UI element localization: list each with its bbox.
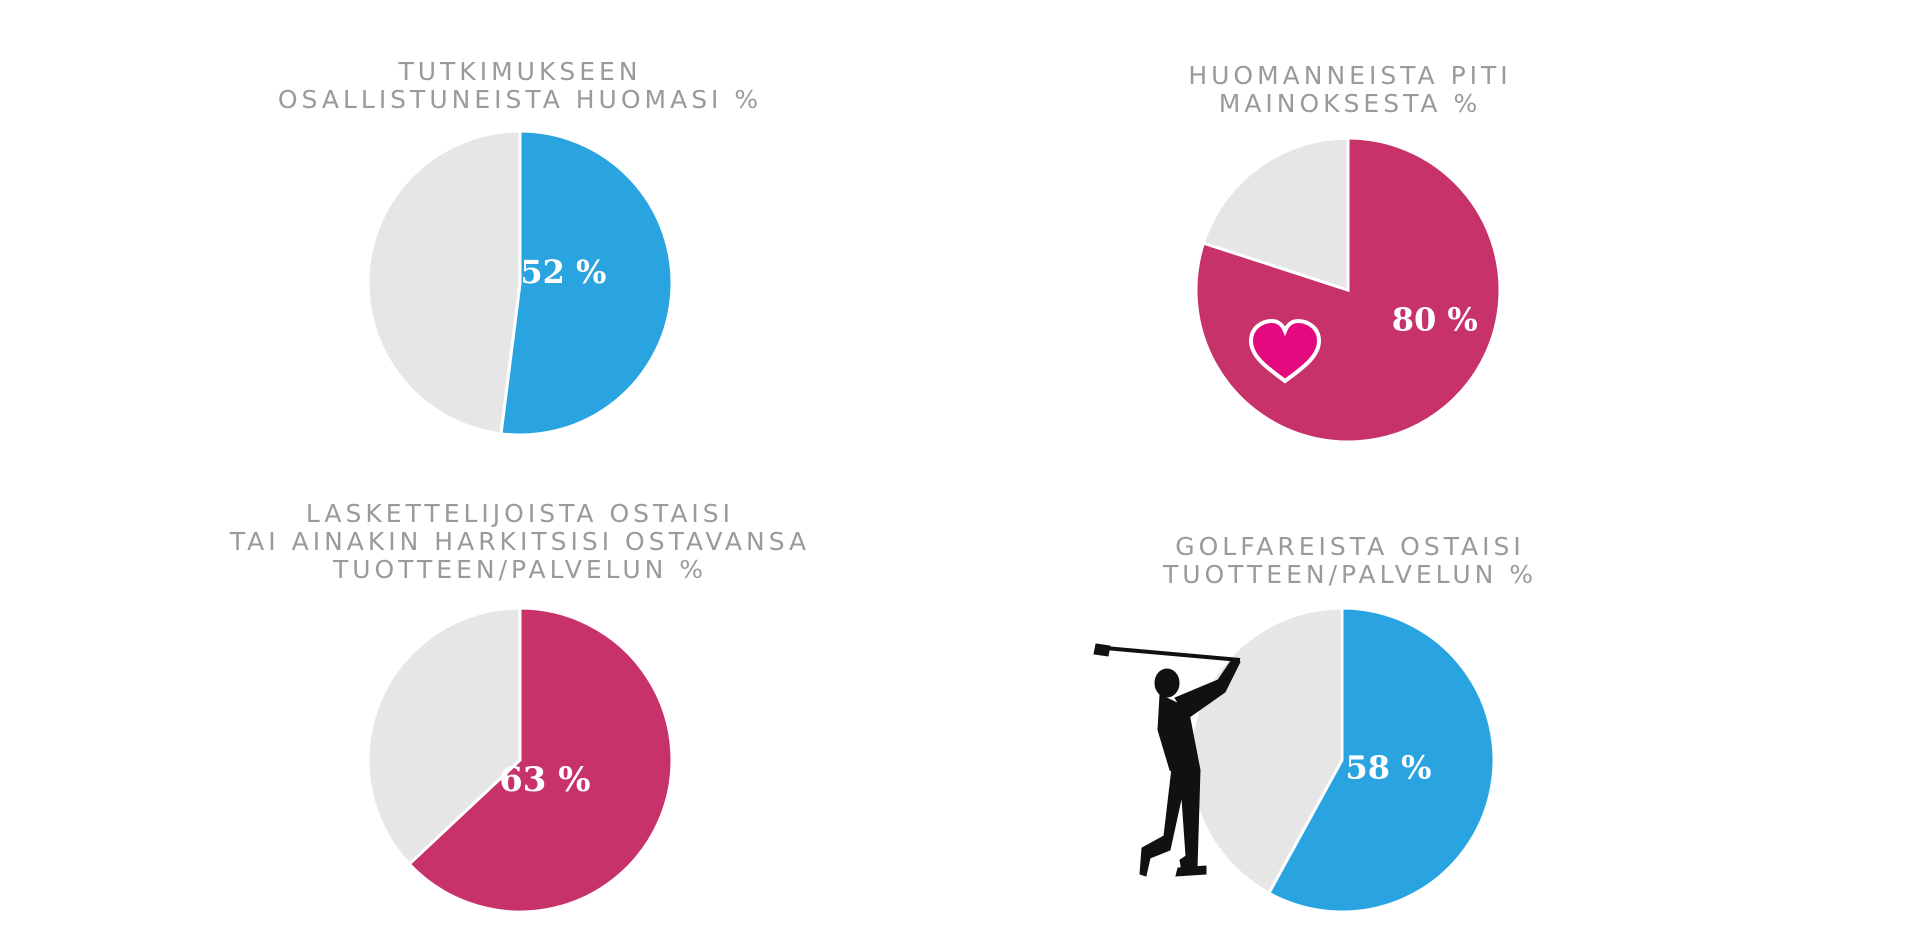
- chart-1-slice-1: [499, 129, 674, 437]
- chart-3-pie: 63 %: [366, 606, 674, 914]
- chart-4-slice-1: [1266, 606, 1496, 914]
- chart-2-title-line-2: MAINOKSESTA %: [1218, 89, 1482, 118]
- chart-3-title-line-2: TAI AINAKIN HARKITSISI OSTAVANSA: [229, 527, 811, 556]
- golfer-icon: [1093, 643, 1241, 877]
- chart-1-title-line-2: OSALLISTUNEISTA HUOMASI %: [277, 85, 763, 114]
- chart-3-pct-label: 63 %: [499, 760, 590, 800]
- chart-2-pct-label: 80 %: [1392, 300, 1478, 338]
- chart-4-pct-label: 58 %: [1345, 749, 1431, 787]
- heart-icon: [1248, 318, 1322, 384]
- chart-1-slice-2: [366, 129, 522, 436]
- chart-4-title-line-1: GOLFAREISTA OSTAISI: [1175, 532, 1525, 561]
- chart-1-title: TUTKIMUKSEEN OSALLISTUNEISTA HUOMASI %: [270, 58, 770, 114]
- chart-3-slice-1: [407, 606, 674, 914]
- chart-4-title: GOLFAREISTA OSTAISI TUOTTEEN/PALVELUN %: [1130, 533, 1570, 589]
- chart-3-title-line-3: TUOTTEEN/PALVELUN %: [332, 555, 708, 584]
- chart-3-slice-2: [366, 606, 522, 867]
- chart-4-title-line-2: TUOTTEEN/PALVELUN %: [1162, 560, 1538, 589]
- chart-1-pct-label: 52 %: [520, 253, 606, 291]
- chart-1-pie: 52 %: [366, 129, 674, 437]
- chart-2-pie: 80 %: [1194, 136, 1502, 444]
- chart-2-slice-2: [1201, 136, 1350, 293]
- chart-3-title-line-1: LASKETTELIJOISTA OSTAISI: [305, 499, 735, 528]
- chart-2-title: HUOMANNEISTA PITI MAINOKSESTA %: [1150, 62, 1550, 118]
- chart-2-title-line-1: HUOMANNEISTA PITI: [1188, 61, 1512, 90]
- chart-1-title-line-1: TUTKIMUKSEEN: [398, 57, 642, 86]
- chart-3-title: LASKETTELIJOISTA OSTAISI TAI AINAKIN HAR…: [180, 500, 860, 584]
